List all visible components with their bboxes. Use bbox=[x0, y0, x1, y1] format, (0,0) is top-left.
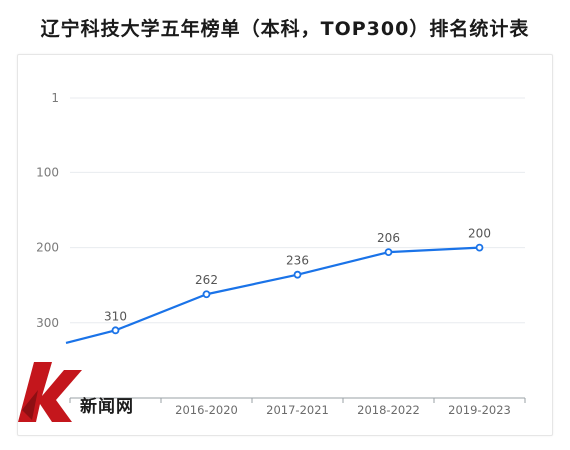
x-tick-label: 2017-2021 bbox=[266, 403, 329, 417]
y-tick-label: 1 bbox=[51, 91, 59, 105]
chart-title: 辽宁科技大学五年榜单（本科，TOP300）排名统计表 bbox=[40, 18, 530, 40]
data-label: 200 bbox=[468, 227, 491, 241]
data-label: 262 bbox=[195, 273, 218, 287]
watermark-text: 新闻网 bbox=[80, 397, 134, 417]
chart-panel bbox=[17, 54, 553, 436]
x-tick-label: 2016-2020 bbox=[175, 403, 238, 417]
data-point bbox=[293, 270, 302, 279]
series-line bbox=[65, 246, 480, 345]
news-logo-icon bbox=[18, 362, 82, 422]
data-point bbox=[111, 326, 120, 335]
data-label: 206 bbox=[377, 231, 400, 245]
x-tick-label: 2019-2023 bbox=[448, 403, 511, 417]
y-tick-label: 300 bbox=[36, 316, 59, 330]
x-tick-label: 2018-2022 bbox=[357, 403, 420, 417]
y-tick-label: 100 bbox=[36, 165, 59, 179]
data-point bbox=[475, 243, 484, 252]
data-point bbox=[202, 290, 211, 299]
data-point bbox=[384, 248, 393, 257]
data-label: 310 bbox=[104, 309, 127, 323]
y-tick-label: 200 bbox=[36, 241, 59, 255]
gridlines bbox=[70, 97, 525, 324]
data-label: 236 bbox=[286, 254, 309, 268]
